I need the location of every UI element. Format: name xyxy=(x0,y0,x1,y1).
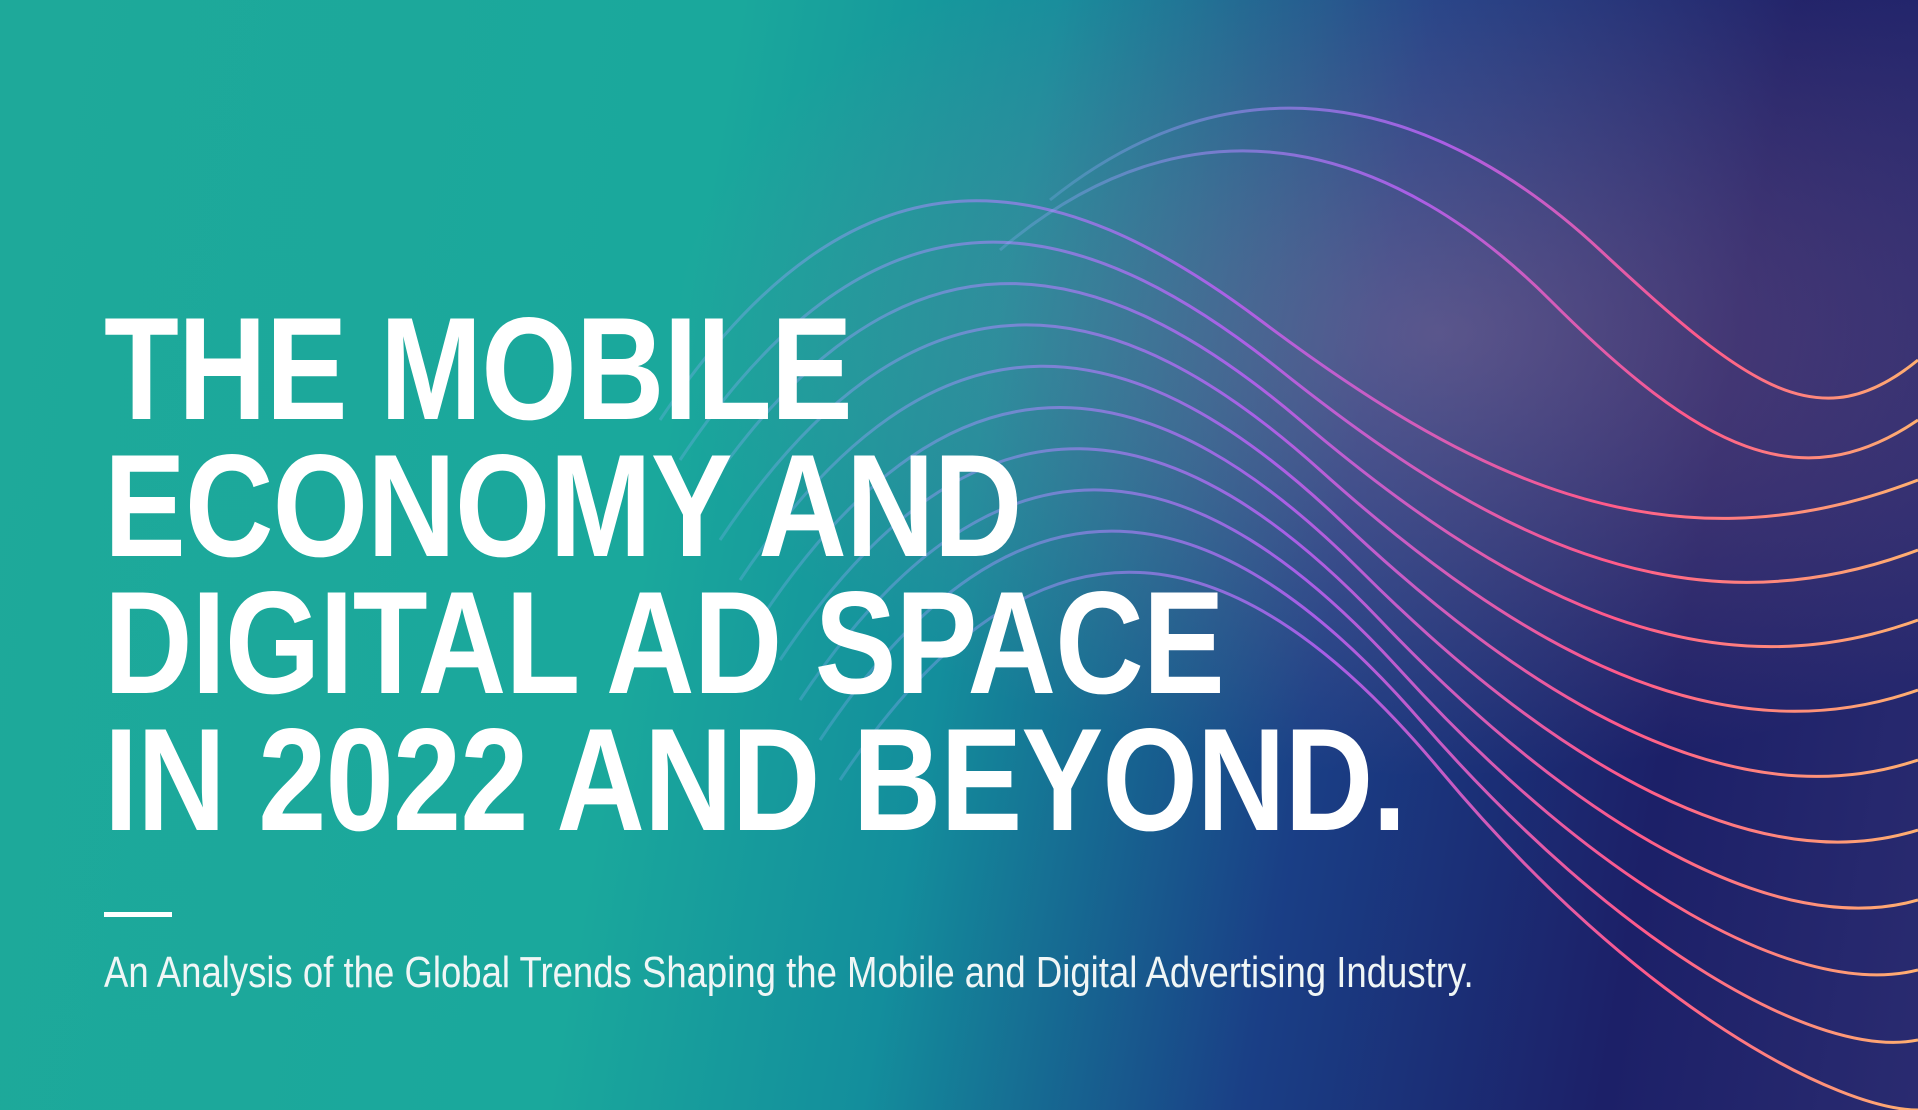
subtitle: An Analysis of the Global Trends Shaping… xyxy=(104,948,1474,997)
wave-lines xyxy=(658,106,1918,1110)
divider xyxy=(104,912,172,917)
title-line: DIGITAL AD SPACE xyxy=(104,561,1225,724)
title-line: IN 2022 AND BEYOND. xyxy=(104,698,1406,861)
title-line: THE MOBILE xyxy=(104,287,853,450)
title-line: ECONOMY AND xyxy=(104,424,1022,587)
title: THE MOBILE ECONOMY AND DIGITAL AD SPACE … xyxy=(104,287,1406,861)
